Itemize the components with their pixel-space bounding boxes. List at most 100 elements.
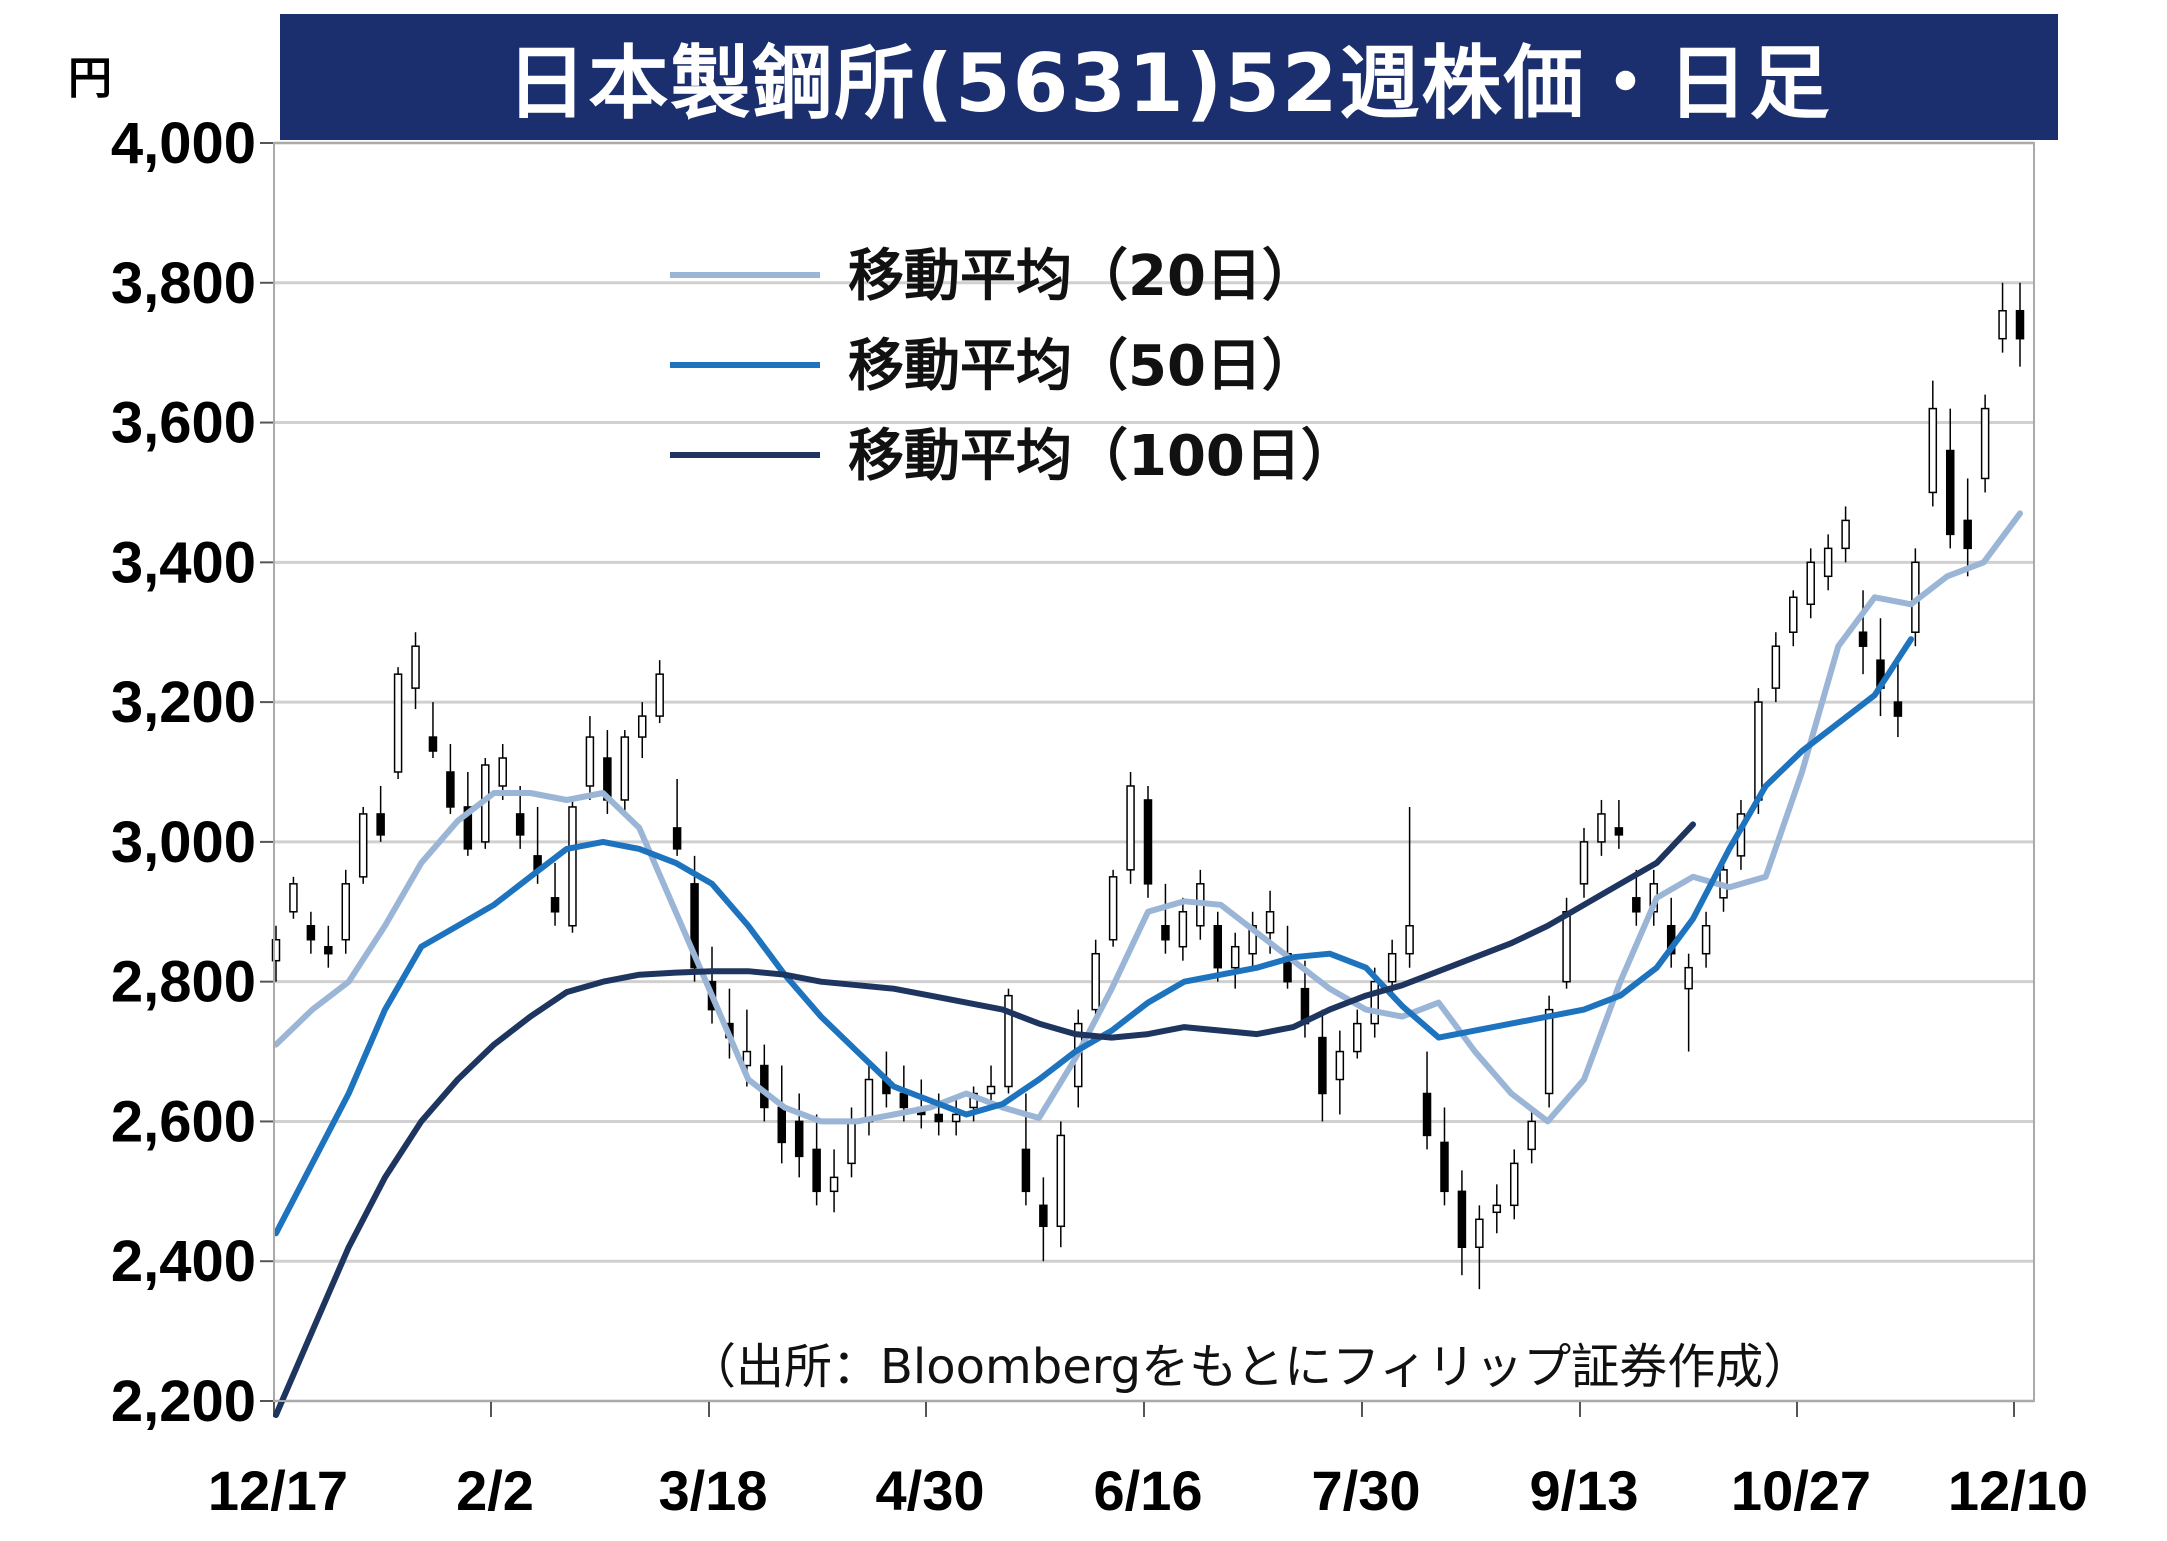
y-tick-label: 2,400 [111, 1229, 256, 1294]
candle-body [428, 736, 438, 752]
candle-body [1021, 1148, 1031, 1193]
x-tick-label: 9/13 [1530, 1459, 1639, 1522]
y-tick-label: 3,600 [111, 391, 256, 456]
candle-body [1440, 1141, 1449, 1193]
candle-body [986, 1085, 996, 1095]
candle-body [1562, 911, 1571, 983]
candle-body [324, 945, 333, 955]
candle-body [672, 827, 682, 850]
y-tick-label: 4,000 [111, 111, 256, 176]
y-tick-label: 3,200 [111, 670, 256, 735]
candle-body [1213, 925, 1223, 969]
candle-body [1945, 449, 1955, 536]
candle-body [515, 813, 525, 836]
candle-body [498, 757, 507, 787]
candle-body [1928, 407, 1938, 494]
candle-body [1457, 1190, 1467, 1248]
candle-body [1353, 1022, 1362, 1053]
candle-body [637, 715, 647, 738]
candle-body [1754, 701, 1763, 801]
candle-body [1597, 813, 1606, 843]
candle-body [777, 1106, 787, 1144]
source-note: （出所：Bloombergをもとにフィリップ証券作成） [688, 1339, 1811, 1395]
candle-body [1544, 1008, 1554, 1095]
moving-average-line [273, 510, 2023, 1125]
candle-body [1823, 547, 1833, 578]
x-tick-label: 12/10 [1948, 1459, 2088, 1522]
moving-average-lines [273, 510, 2023, 1418]
candle-body [306, 925, 316, 941]
y-tick-label: 2,600 [111, 1089, 256, 1154]
candle-body [847, 1120, 856, 1165]
candle-body [358, 813, 368, 878]
x-axis-ticks: 12/17 2/2 3/18 4/30 6/16 7/30 9/13 10/27 12/10 [208, 1401, 2088, 1522]
y-tick-label: 2,200 [111, 1369, 256, 1434]
candle-body [1387, 952, 1397, 983]
x-tick-label: 3/18 [659, 1459, 768, 1522]
y-tick-label: 3,800 [111, 251, 256, 316]
candle-body [1039, 1204, 1048, 1228]
legend-label: 移動平均（20日） [848, 244, 1318, 309]
candle-body [1841, 519, 1850, 550]
x-tick-label: 10/27 [1731, 1459, 1871, 1522]
candle-body [1527, 1120, 1536, 1151]
chart-title: 日本製鋼所(5631)52週株価・日足 [506, 37, 1832, 130]
candle-body [550, 897, 560, 913]
candle-body [1492, 1204, 1502, 1214]
candle-body [411, 645, 420, 689]
candle-body [1963, 519, 1972, 550]
legend: 移動平均（20日） 移動平均（50日） 移動平均（100日） [670, 244, 1357, 489]
y-axis-unit: 円 [68, 53, 112, 104]
candle-body [568, 806, 577, 927]
candle-body [446, 771, 455, 808]
candle-body [1335, 1050, 1345, 1081]
candle-body [393, 673, 403, 773]
candle-body [620, 736, 630, 801]
candle-body [1980, 407, 1990, 480]
candle-body [585, 736, 595, 787]
candle-body [1230, 945, 1240, 969]
moving-average-line [273, 821, 1696, 1418]
candle-body [742, 1050, 752, 1067]
candle-body [1509, 1162, 1519, 1207]
candle-body [794, 1120, 804, 1158]
y-tick-label: 3,400 [111, 530, 256, 595]
candle-body [899, 1092, 909, 1109]
candle-body [951, 1113, 961, 1123]
candle-body [1143, 799, 1153, 885]
candle-body [1091, 952, 1100, 1011]
candle-body [1405, 925, 1414, 955]
candle-body [271, 938, 281, 962]
candle-body [1998, 309, 2007, 340]
candle-body [1265, 911, 1275, 934]
candle-body [864, 1078, 874, 1123]
x-tick-label: 7/30 [1312, 1459, 1421, 1522]
candle-body [1161, 925, 1170, 941]
candle-body [1771, 645, 1781, 689]
candle-body [655, 673, 664, 717]
candle-body [289, 883, 298, 913]
plot-frame [273, 142, 2035, 1402]
candle-body [1178, 911, 1188, 948]
candle-body [690, 883, 699, 969]
candle-body [934, 1113, 943, 1123]
candle-body [1126, 785, 1135, 871]
candle-body [1318, 1036, 1327, 1095]
candle-body [1004, 994, 1013, 1088]
x-tick-label: 2/2 [456, 1459, 534, 1522]
candle-body [1858, 631, 1868, 647]
x-tick-label: 12/17 [208, 1459, 348, 1522]
candle-body [1056, 1134, 1066, 1228]
candle-body [829, 1176, 839, 1193]
candle-body [1614, 827, 1624, 836]
candle-body [1108, 876, 1118, 941]
candle-body [2015, 309, 2025, 340]
legend-label: 移動平均（100日） [848, 424, 1357, 489]
candle-body [376, 813, 385, 836]
candle-body [1475, 1218, 1484, 1248]
legend-label: 移動平均（50日） [848, 334, 1318, 399]
candle-body [1684, 966, 1693, 990]
grid-lines [274, 141, 2034, 1403]
candle-body [1789, 596, 1798, 633]
